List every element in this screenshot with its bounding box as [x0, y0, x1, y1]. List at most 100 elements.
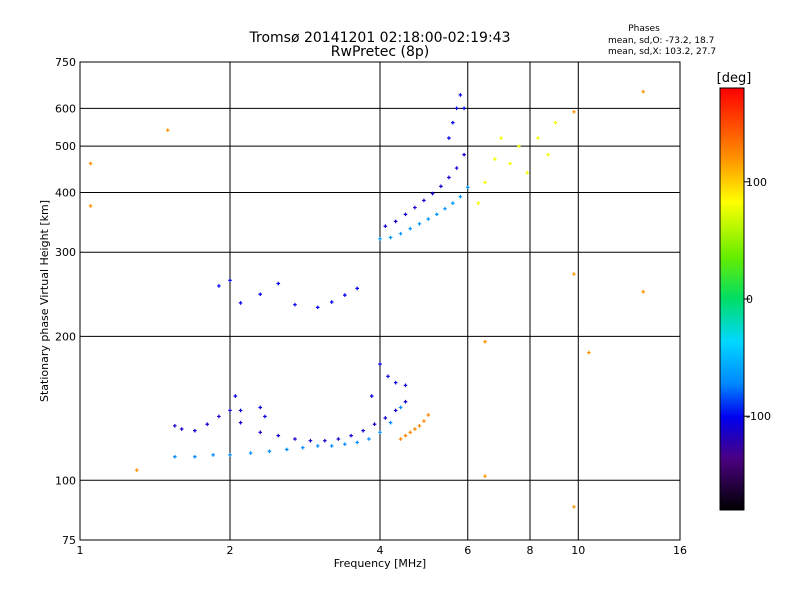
data-point: [572, 272, 576, 276]
data-point: [267, 449, 272, 454]
data-point: [447, 175, 451, 180]
data-point: [454, 166, 459, 170]
data-point: [361, 428, 365, 433]
data-point: [323, 438, 327, 443]
data-point: [238, 420, 243, 425]
legend-title: Phases: [628, 24, 660, 34]
data-point: [388, 235, 393, 240]
data-point: [388, 420, 393, 425]
data-point: [258, 405, 263, 410]
data-point: [205, 422, 209, 427]
data-point: [173, 424, 177, 428]
data-point: [393, 408, 398, 413]
data-point: [343, 293, 347, 297]
data-point: [572, 505, 576, 509]
data-point: [315, 305, 320, 310]
data-point: [403, 399, 408, 404]
data-point: [383, 224, 388, 229]
data-point: [233, 394, 238, 398]
data-point: [641, 89, 646, 94]
data-point: [413, 427, 417, 431]
data-point: [193, 428, 197, 433]
y-tick-label: 75: [62, 534, 76, 547]
data-point: [179, 427, 184, 431]
data-point: [88, 204, 93, 208]
data-point: [458, 194, 463, 199]
data-point: [293, 437, 297, 441]
series-f-layer-lower-trace: [378, 185, 470, 241]
data-point: [417, 424, 422, 428]
data-point: [422, 198, 426, 203]
y-tick-label: 750: [55, 56, 76, 69]
data-point: [217, 414, 221, 419]
plot-frame: [79, 61, 681, 541]
data-point: [553, 120, 558, 125]
data-point: [372, 422, 377, 427]
data-point: [336, 437, 341, 441]
data-point: [403, 433, 408, 438]
data-point: [398, 437, 403, 441]
series-es-retardation-x-: [398, 413, 431, 441]
data-point: [454, 106, 459, 111]
data-point: [238, 301, 243, 305]
data-point: [284, 447, 289, 452]
y-tick-label: 100: [55, 474, 76, 487]
data-point: [315, 444, 320, 448]
data-point: [443, 206, 447, 211]
data-point: [572, 110, 576, 114]
legend-entry-o: mean, sd,O: -73.2, 18.7: [608, 36, 714, 46]
colorbar-ticks: 100 0 -100: [744, 176, 771, 423]
data-point: [173, 454, 177, 459]
series-f-layer-cusp: [447, 93, 466, 140]
series-sporadic-echoes-250-km: [217, 278, 359, 310]
data-point: [165, 128, 170, 132]
data-point: [517, 144, 521, 148]
y-axis-ticks: 75 100 200 300 400 500 600 750: [55, 56, 76, 547]
data-point: [458, 93, 463, 97]
series-e-layer-upper-trace: [173, 399, 408, 443]
data-point: [383, 416, 388, 420]
data-point: [276, 281, 281, 286]
data-point: [536, 136, 540, 140]
data-point: [349, 433, 353, 438]
data-point: [398, 405, 403, 410]
data-point: [378, 362, 382, 366]
x-tick-label: 10: [571, 544, 585, 557]
x-tick-label: 2: [227, 544, 234, 557]
data-point: [343, 442, 347, 446]
chart-title: Tromsø 20141201 02:18:00-02:19:43: [249, 30, 511, 46]
data-point: [355, 440, 359, 445]
data-point: [408, 226, 413, 231]
series-scattered-noise-points: [88, 89, 646, 509]
plot-grid: [80, 62, 680, 540]
data-point: [451, 201, 455, 205]
data-point: [329, 300, 334, 304]
data-point: [211, 453, 215, 457]
data-point: [228, 453, 232, 457]
data-point: [476, 201, 481, 205]
data-point: [134, 468, 139, 472]
data-point: [465, 185, 470, 190]
data-point: [355, 286, 359, 291]
data-point: [193, 454, 197, 459]
colorbar-label: [deg]: [717, 71, 752, 86]
data-point: [403, 383, 408, 388]
y-tick-label: 400: [55, 186, 76, 199]
series-e-layer-lower-trace: [173, 405, 403, 459]
data-point: [228, 408, 232, 413]
data-point: [403, 212, 408, 217]
colorbar-tick-label: 0: [746, 293, 753, 306]
data-point: [263, 414, 267, 419]
data-point: [398, 231, 403, 236]
y-tick-label: 200: [55, 330, 76, 343]
x-tick-label: 1: [77, 544, 84, 557]
x-tick-label: 6: [464, 544, 471, 557]
data-point: [430, 191, 435, 196]
legend-entry-x: mean, sd,X: 103.2, 27.7: [608, 47, 716, 57]
data-point: [367, 437, 371, 441]
data-point: [641, 289, 646, 294]
data-point: [217, 284, 221, 288]
series-e-layer-cusp-spikes: [233, 362, 408, 419]
data-point: [508, 161, 512, 166]
data-point: [499, 136, 503, 140]
